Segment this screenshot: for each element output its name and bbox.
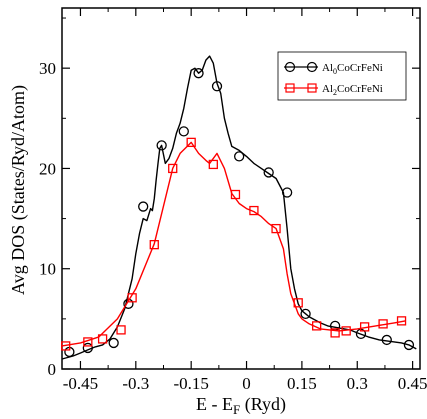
data-point-square (341, 326, 351, 336)
data-point-square (149, 240, 159, 250)
data-point-circle (82, 342, 93, 354)
x-tick-label: 0.45 (398, 374, 427, 393)
legend-label-series-0-sub: 0 (333, 67, 337, 76)
legend-label-series-1: Al2CoCrFeNi (322, 83, 383, 97)
data-point-square (396, 316, 407, 326)
x-tick-label: 0 (242, 374, 251, 393)
series-1 (61, 137, 407, 351)
x-tick-label: 0.15 (287, 374, 317, 393)
y-tick-label: 20 (39, 159, 56, 178)
y-axis-label: Avg DOS (States/Ryd/Atom) (8, 85, 29, 295)
x-axis-label-sub: F (233, 402, 240, 417)
data-point-square (168, 163, 178, 174)
data-point-square (97, 334, 108, 344)
data-point-circle (156, 140, 167, 151)
legend-marker-square (307, 83, 317, 93)
data-point-square (208, 159, 218, 170)
legend-label-series-0: Al0CoCrFeNi (322, 62, 383, 76)
data-point-square (127, 293, 137, 303)
data-point-square (293, 298, 303, 308)
data-point-circle (403, 339, 415, 351)
data-point-square (61, 341, 71, 351)
y-tick-label: 10 (39, 260, 56, 279)
data-point-circle (108, 337, 119, 349)
y-tick-label: 0 (48, 360, 57, 379)
series-line-0 (61, 55, 417, 360)
data-point-square (230, 189, 241, 200)
data-point-circle (138, 201, 149, 212)
data-point-circle (178, 126, 189, 137)
data-point-circle (263, 167, 274, 178)
legend-entry-series-1: Al2CoCrFeNi (284, 83, 383, 97)
data-point-square (359, 322, 370, 332)
data-point-square (249, 205, 259, 216)
plot-area-frame (61, 7, 421, 370)
data-point-circle (281, 187, 293, 198)
x-tick-label: -0.45 (63, 374, 98, 393)
data-point-circle (300, 308, 311, 319)
x-tick-label: 0.3 (347, 374, 368, 393)
series-line-1 (61, 141, 406, 347)
legend-label-series-1-base: Al (322, 83, 333, 95)
x-axis-label: E - EF (Ryd) (196, 394, 286, 417)
x-tick-label: -0.3 (122, 374, 149, 393)
data-point-square (83, 337, 93, 347)
data-point-square (271, 223, 281, 234)
data-point-square (378, 319, 388, 329)
plot-frame (61, 7, 421, 370)
legend-label-series-1-rest: CoCrFeNi (337, 83, 383, 95)
data-point-circle (381, 334, 392, 346)
legend: Al0CoCrFeNi Al2CoCrFeNi (277, 51, 407, 101)
data-point-square (312, 321, 322, 331)
x-tick-label: -0.15 (173, 374, 208, 393)
data-point-circle (193, 68, 204, 79)
legend-entry-series-0: Al0CoCrFeNi (284, 61, 383, 76)
data-point-square (330, 328, 340, 338)
y-tick-label: 30 (39, 59, 56, 78)
series-layer (61, 55, 417, 360)
legend-label-series-0-rest: CoCrFeNi (337, 62, 383, 74)
legend-marker-circle (306, 61, 318, 73)
series-0 (61, 55, 417, 360)
legend-label-series-1-sub: 2 (333, 88, 337, 97)
data-point-circle (211, 81, 223, 92)
legend-label-series-0-base: Al (322, 62, 333, 74)
data-point-square (116, 325, 126, 335)
x-axis-label-unit: (Ryd) (240, 394, 286, 415)
data-point-circle (234, 151, 245, 162)
legend-box (277, 51, 407, 101)
legend-marker-circle (284, 61, 296, 73)
x-axis-label-base: E - E (196, 394, 233, 414)
data-point-square (186, 137, 196, 148)
legend-marker-square (285, 83, 295, 93)
